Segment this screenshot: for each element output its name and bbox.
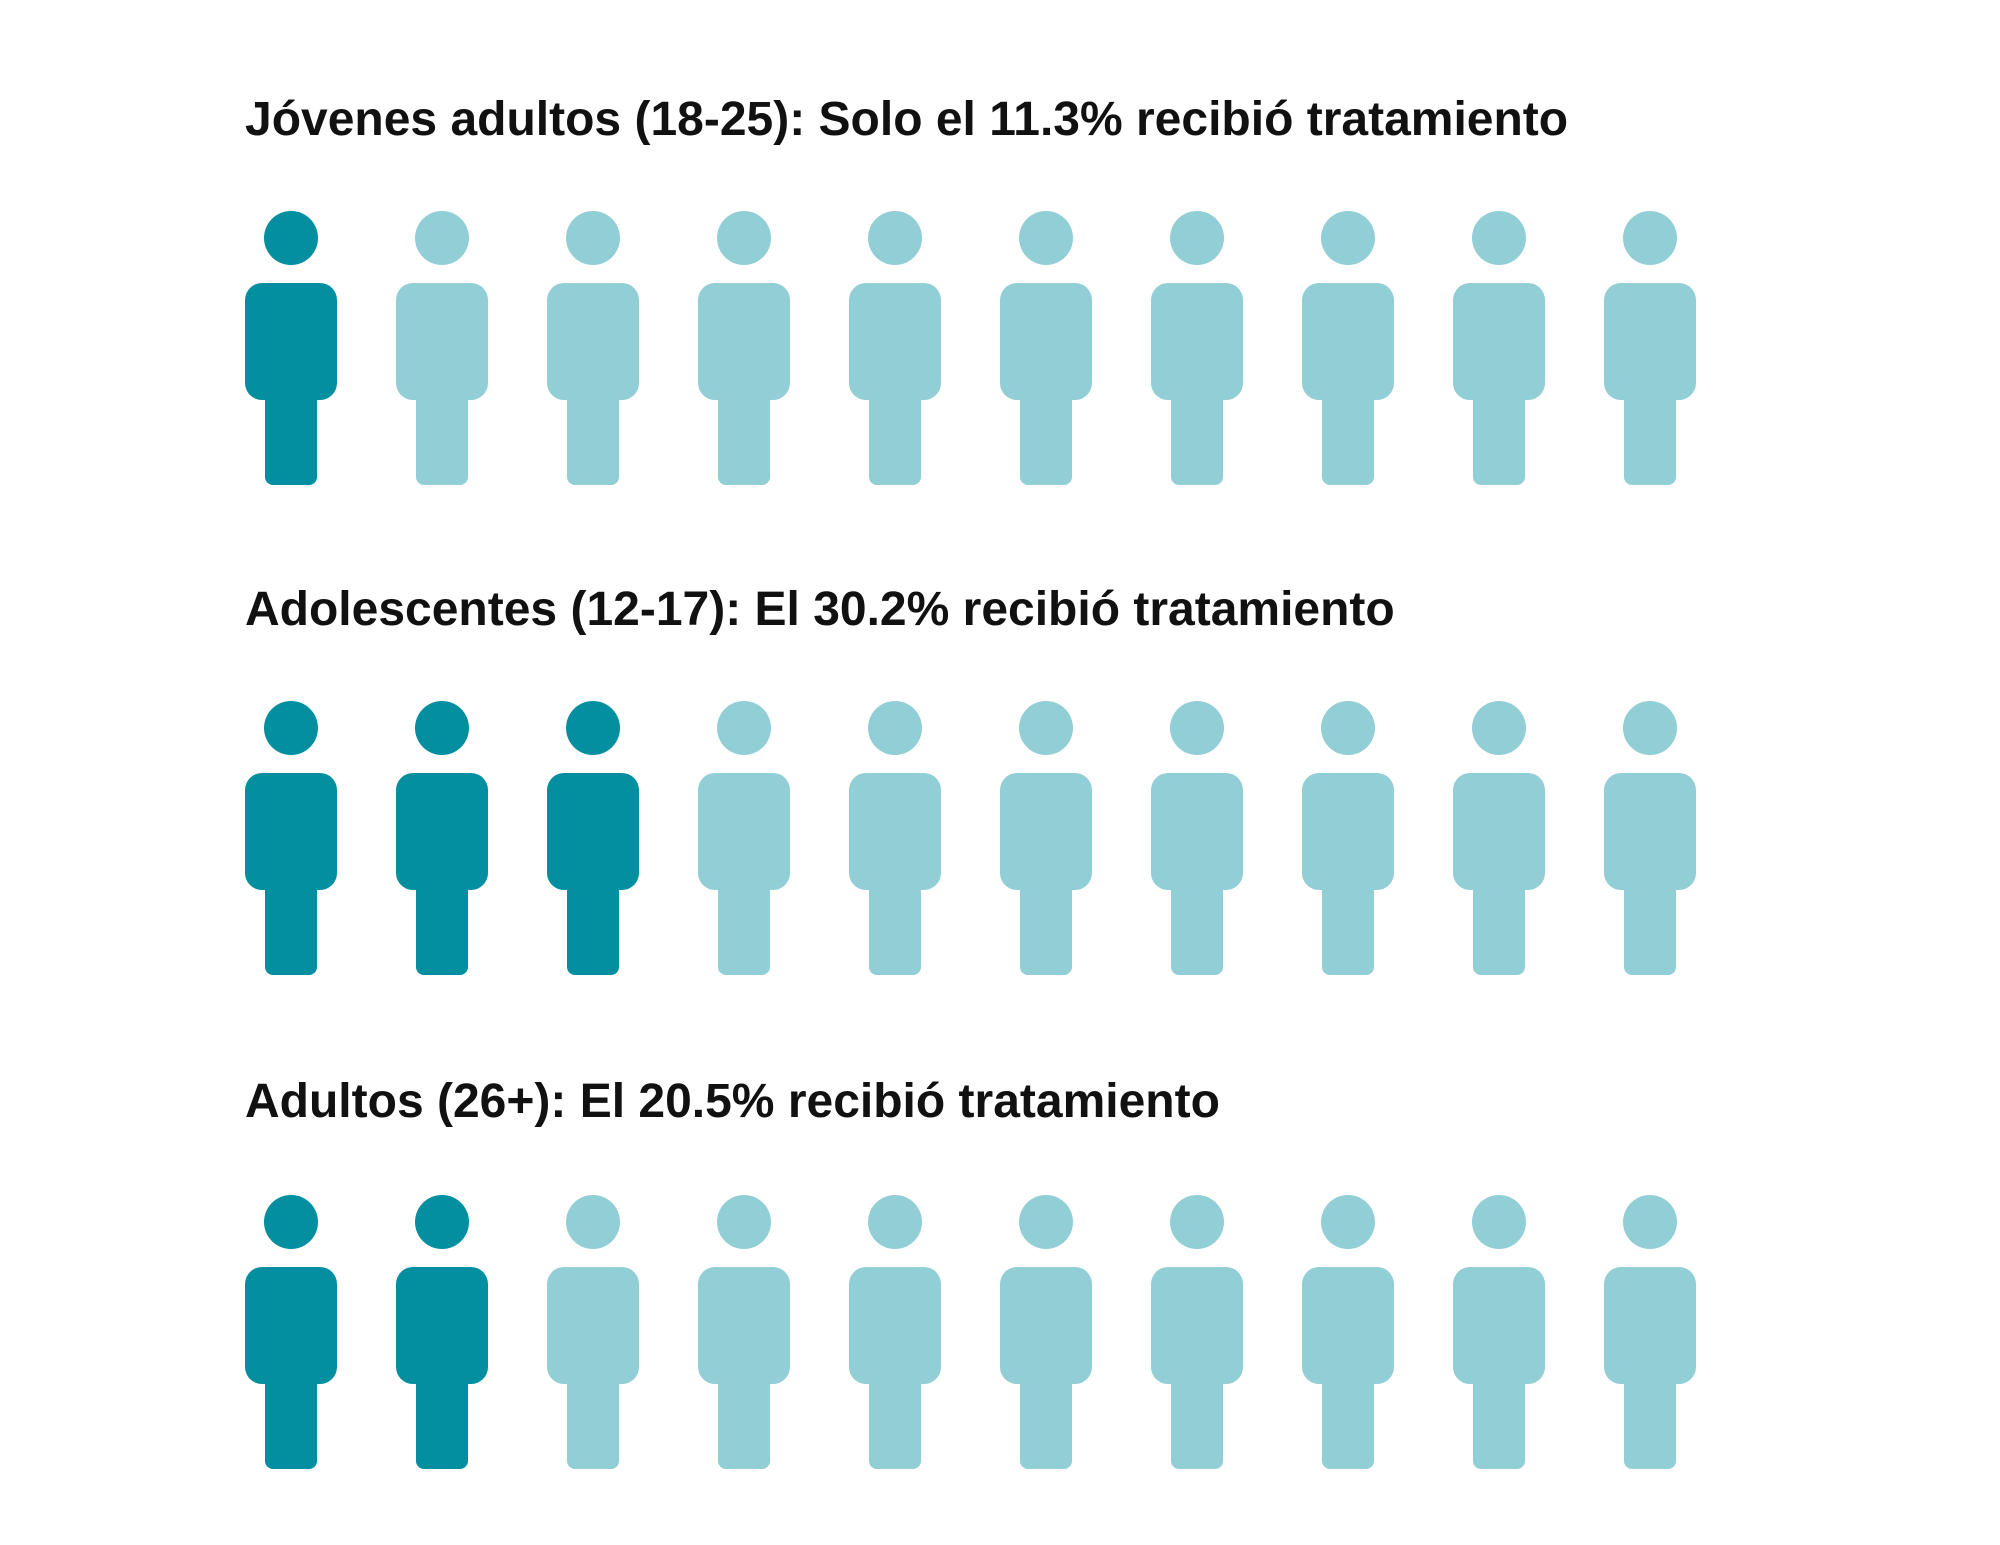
person-icon-untreated xyxy=(849,211,941,485)
person-icon-untreated xyxy=(698,211,790,485)
person-icon-untreated xyxy=(1000,1195,1092,1469)
person-icon-untreated xyxy=(849,701,941,975)
person-icon-untreated xyxy=(1151,701,1243,975)
person-icon-treated xyxy=(396,701,488,975)
person-icon-treated xyxy=(396,1195,488,1469)
person-icon-untreated xyxy=(849,1195,941,1469)
people-row xyxy=(245,1195,1696,1469)
person-icon-untreated xyxy=(1302,1195,1394,1469)
person-icon-untreated xyxy=(547,211,639,485)
person-icon-untreated xyxy=(1151,211,1243,485)
person-icon-treated xyxy=(245,211,337,485)
person-icon-untreated xyxy=(698,1195,790,1469)
person-icon-untreated xyxy=(1000,701,1092,975)
person-icon-untreated xyxy=(1302,211,1394,485)
person-icon-untreated xyxy=(698,701,790,975)
person-icon-treated xyxy=(245,701,337,975)
person-icon-untreated xyxy=(1000,211,1092,485)
person-icon-untreated xyxy=(1453,211,1545,485)
person-icon-untreated xyxy=(547,1195,639,1469)
people-row xyxy=(245,701,1696,975)
person-icon-untreated xyxy=(1302,701,1394,975)
person-icon-untreated xyxy=(1604,211,1696,485)
chart-title: Jóvenes adultos (18-25): Solo el 11.3% r… xyxy=(245,93,1569,146)
person-icon-untreated xyxy=(1453,701,1545,975)
person-icon-treated xyxy=(547,701,639,975)
chart-title: Adultos (26+): El 20.5% recibió tratamie… xyxy=(245,1075,1220,1128)
person-icon-untreated xyxy=(1453,1195,1545,1469)
person-icon-untreated xyxy=(1604,701,1696,975)
person-icon-untreated xyxy=(1604,1195,1696,1469)
person-icon-treated xyxy=(245,1195,337,1469)
person-icon-untreated xyxy=(396,211,488,485)
chart-title: Adolescentes (12-17): El 30.2% recibió t… xyxy=(245,583,1395,636)
people-row xyxy=(245,211,1696,485)
person-icon-untreated xyxy=(1151,1195,1243,1469)
